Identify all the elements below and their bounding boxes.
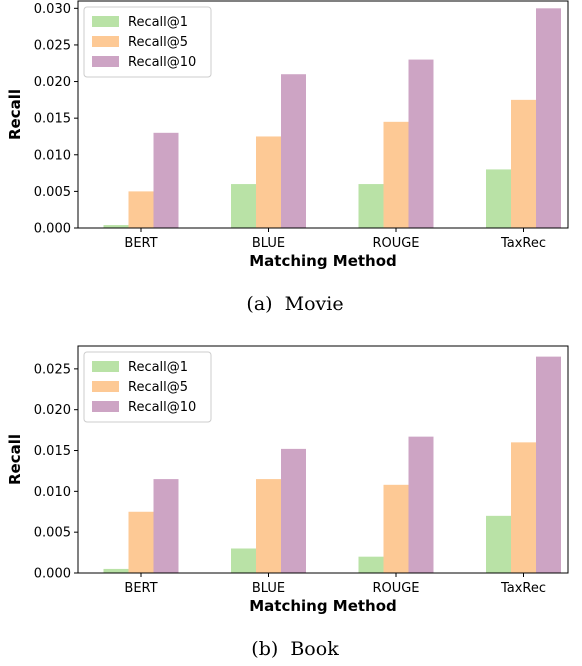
legend-swatch-recall-at-10 <box>92 401 119 412</box>
legend-swatch-recall-at-1 <box>92 16 119 27</box>
axes-frame <box>77 0 569 229</box>
bar-recall-at-1-rouge <box>358 184 384 228</box>
bar-recall-at-1-blue <box>231 184 256 228</box>
bar-recall-at-10-rouge <box>408 59 434 229</box>
legend-label-recall-at-1: Recall@1 <box>128 15 188 30</box>
y-axis-title: Recall <box>6 434 24 485</box>
y-tick-label: 0.010 <box>34 485 71 500</box>
bar-recall-at-1-taxrec <box>486 515 511 573</box>
bar-recall-at-5-blue <box>256 136 281 228</box>
legend-label-recall-at-5: Recall@5 <box>128 35 188 50</box>
bar-recall-at-5-bert <box>128 511 154 573</box>
y-tick-label: 0.000 <box>34 222 71 237</box>
y-tick-label: 0.005 <box>34 185 71 200</box>
bar-recall-at-1-blue <box>231 548 256 573</box>
x-tick-label-bert: BERT <box>124 581 157 596</box>
y-tick-label: 0.000 <box>34 567 71 582</box>
x-tick-label-blue: BLUE <box>252 236 285 251</box>
x-tick-label-rouge: ROUGE <box>372 581 419 596</box>
chart-panel-2: 0.000 0.005 0.010 0.015 0.020 0.025 BERT BLUE RO… <box>6 345 569 660</box>
legend-swatch-recall-at-5 <box>92 381 119 392</box>
x-axis-title: Matching Method <box>249 252 397 270</box>
y-tick-label: 0.020 <box>34 75 71 90</box>
legend-label-recall-at-10: Recall@10 <box>128 400 196 415</box>
bar-recall-at-10-blue <box>281 448 306 573</box>
figure-caption: (b) Book <box>251 638 339 660</box>
bar-recall-at-1-rouge <box>358 556 384 573</box>
figure-caption: (a) Movie <box>246 293 343 315</box>
legend-label-recall-at-10: Recall@10 <box>128 55 196 70</box>
x-tick-label-bert: BERT <box>124 236 157 251</box>
y-tick-label: 0.015 <box>34 112 71 127</box>
x-tick-label-rouge: ROUGE <box>372 236 419 251</box>
legend-swatch-recall-at-10 <box>92 56 119 67</box>
chart-panel-1: 0.000 0.005 0.010 0.015 0.020 0.025 0.030 BERT B… <box>6 0 569 315</box>
bar-recall-at-5-taxrec <box>511 442 536 573</box>
legend-swatch-recall-at-1 <box>92 361 119 372</box>
x-tick-label-taxrec: TaxRec <box>500 236 546 251</box>
x-tick-label-blue: BLUE <box>252 581 285 596</box>
legend-label-recall-at-5: Recall@5 <box>128 380 188 395</box>
y-tick-label: 0.030 <box>34 2 71 17</box>
bar-recall-at-10-bert <box>153 132 179 228</box>
y-axis-title: Recall <box>6 89 24 140</box>
bar-recall-at-1-taxrec <box>486 169 511 228</box>
bar-recall-at-5-rouge <box>383 484 409 573</box>
bar-recall-at-5-bert <box>128 191 154 228</box>
legend-label-recall-at-1: Recall@1 <box>128 360 188 375</box>
legend-swatch-recall-at-5 <box>92 36 119 47</box>
axes-frame <box>77 345 569 574</box>
bar-recall-at-5-taxrec <box>511 99 536 229</box>
bar-recall-at-5-rouge <box>383 121 409 228</box>
x-tick-label-taxrec: TaxRec <box>500 581 546 596</box>
bar-recall-at-10-rouge <box>408 436 434 573</box>
bar-recall-at-10-blue <box>281 74 306 229</box>
x-axis-title: Matching Method <box>249 597 397 615</box>
y-tick-label: 0.005 <box>34 526 71 541</box>
bar-recall-at-5-blue <box>256 479 281 573</box>
y-tick-label: 0.010 <box>34 148 71 163</box>
bar-recall-at-10-taxrec <box>536 8 561 228</box>
y-tick-label: 0.015 <box>34 444 71 459</box>
y-tick-label: 0.025 <box>34 38 71 53</box>
bar-recall-at-1-bert <box>103 568 129 573</box>
y-tick-label: 0.020 <box>34 403 71 418</box>
bar-recall-at-10-taxrec <box>536 356 561 573</box>
y-tick-label: 0.025 <box>34 362 71 377</box>
bar-recall-at-10-bert <box>153 479 179 573</box>
bar-recall-at-1-bert <box>103 225 129 228</box>
